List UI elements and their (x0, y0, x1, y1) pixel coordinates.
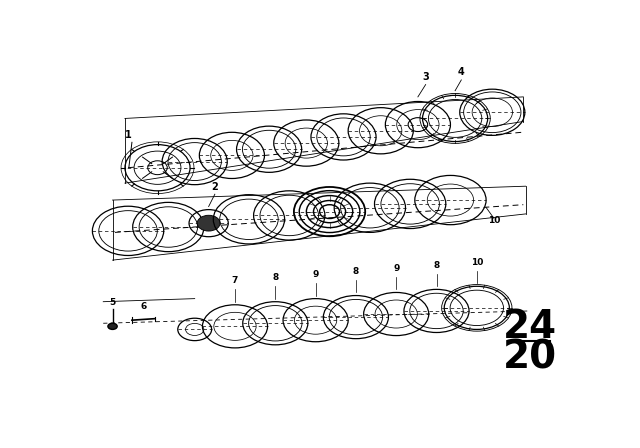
Text: 2: 2 (211, 181, 218, 192)
Text: 1: 1 (125, 130, 131, 141)
Text: 5: 5 (109, 298, 116, 307)
Ellipse shape (108, 323, 117, 329)
Text: 9: 9 (393, 264, 399, 273)
Text: 24: 24 (502, 308, 557, 346)
Text: 8: 8 (353, 267, 359, 276)
Text: 6: 6 (140, 302, 147, 311)
Text: 20: 20 (502, 339, 557, 377)
Text: 8: 8 (433, 261, 440, 270)
Text: 3: 3 (422, 72, 429, 82)
Ellipse shape (197, 215, 220, 231)
Text: 7: 7 (232, 276, 238, 285)
Text: 8: 8 (272, 273, 278, 282)
Text: 10: 10 (488, 216, 500, 225)
Text: 10: 10 (470, 258, 483, 267)
Text: 4: 4 (458, 67, 465, 78)
Text: 9: 9 (312, 270, 319, 279)
